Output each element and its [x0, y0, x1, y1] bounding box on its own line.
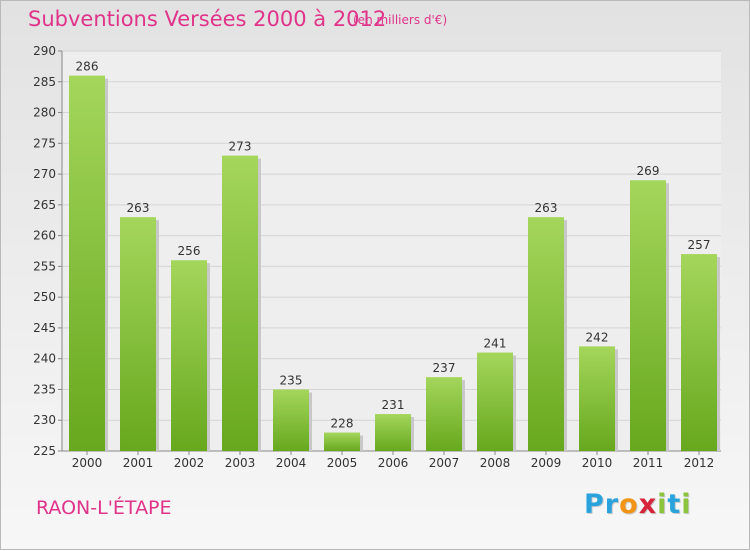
y-tick-label: 270	[33, 167, 56, 181]
x-tick-label: 2002	[174, 456, 205, 470]
bar	[171, 260, 207, 451]
y-tick-label: 255	[33, 259, 56, 273]
bar-value-label: 231	[382, 398, 405, 412]
bar	[426, 377, 462, 451]
city-name: RAON-L'ÉTAPE	[36, 497, 172, 519]
bar	[579, 346, 615, 451]
x-tick-label: 2003	[225, 456, 256, 470]
x-tick-label: 2010	[582, 456, 613, 470]
y-tick-label: 245	[33, 321, 56, 335]
logo-letter: x	[638, 489, 658, 520]
bar	[222, 155, 258, 451]
x-tick-label: 2005	[327, 456, 358, 470]
logo-letter: P	[584, 489, 605, 520]
bar-value-label: 286	[76, 60, 99, 74]
y-tick-label: 235	[33, 382, 56, 396]
y-tick-label: 240	[33, 352, 56, 366]
y-tick-label: 250	[33, 290, 56, 304]
logo-letter: i	[681, 489, 692, 520]
bar-value-label: 241	[484, 337, 507, 351]
bar	[528, 217, 564, 451]
x-tick-label: 2004	[276, 456, 307, 470]
y-tick-label: 285	[33, 75, 56, 89]
x-tick-label: 2000	[72, 456, 103, 470]
x-tick-label: 2001	[123, 456, 154, 470]
y-tick-label: 280	[33, 106, 56, 120]
bar-value-label: 228	[331, 417, 354, 431]
logo-letter: o	[619, 489, 639, 520]
bar-value-label: 263	[127, 201, 150, 215]
bar-value-label: 242	[586, 330, 609, 344]
proxiti-logo: Proxiti	[584, 489, 692, 520]
bar-value-label: 235	[280, 373, 303, 387]
bar	[273, 389, 309, 451]
chart-subtitle: (en milliers d'€)	[353, 13, 448, 27]
bar	[681, 254, 717, 451]
y-tick-label: 260	[33, 229, 56, 243]
x-tick-label: 2007	[429, 456, 460, 470]
x-tick-label: 2008	[480, 456, 511, 470]
y-tick-label: 290	[33, 44, 56, 58]
x-tick-label: 2011	[633, 456, 664, 470]
bar	[375, 414, 411, 451]
bar-value-label: 237	[433, 361, 456, 375]
x-tick-label: 2012	[684, 456, 715, 470]
logo-letter: i	[657, 489, 668, 520]
y-tick-label: 225	[33, 444, 56, 458]
bar	[120, 217, 156, 451]
x-tick-label: 2009	[531, 456, 562, 470]
bar-value-label: 256	[178, 244, 201, 258]
x-tick-label: 2006	[378, 456, 409, 470]
y-tick-label: 265	[33, 198, 56, 212]
plot-area	[62, 51, 721, 451]
bar-value-label: 257	[688, 238, 711, 252]
bar	[324, 432, 360, 451]
bar	[69, 75, 105, 451]
bar	[477, 352, 513, 451]
logo-letter: r	[604, 489, 620, 520]
y-tick-label: 230	[33, 413, 56, 427]
bar	[630, 180, 666, 451]
chart-title: Subventions Versées 2000 à 2012	[28, 7, 387, 31]
bar-value-label: 273	[229, 140, 252, 154]
bar-value-label: 263	[535, 201, 558, 215]
bar-value-label: 269	[637, 164, 660, 178]
logo-letter: t	[667, 489, 682, 520]
y-tick-label: 275	[33, 136, 56, 150]
